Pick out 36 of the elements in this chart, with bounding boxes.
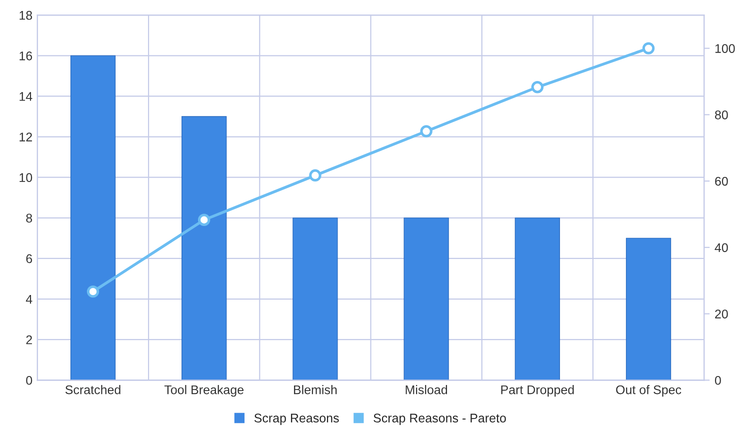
bar bbox=[182, 116, 227, 380]
y-tick-label: 8 bbox=[26, 214, 32, 223]
point bbox=[531, 81, 544, 94]
x-tick-label: Part Dropped bbox=[501, 385, 574, 397]
y-tick-label: 18 bbox=[20, 10, 32, 20]
bar bbox=[404, 218, 449, 380]
x-tick-label: Scratched bbox=[65, 385, 120, 394]
legend-label: Scrap Reasons bbox=[254, 414, 339, 425]
y2-tick-label: 20 bbox=[715, 310, 728, 318]
x-tick-label: Tool Breakage bbox=[164, 385, 244, 397]
y-tick-label: 14 bbox=[20, 92, 32, 101]
y2-tick-label: 60 bbox=[715, 176, 728, 186]
y-tick-label: 4 bbox=[26, 294, 32, 304]
bar bbox=[292, 218, 338, 380]
point bbox=[642, 42, 655, 54]
point bbox=[86, 285, 100, 298]
y2-tick-label: 80 bbox=[715, 110, 728, 120]
legend-label: Scrap Reasons - Pareto bbox=[374, 414, 506, 425]
bar bbox=[70, 55, 116, 380]
y2-tick-label: 0 bbox=[714, 376, 721, 385]
y-tick-label: 10 bbox=[20, 173, 32, 182]
x-tick-label: Out of Spec bbox=[616, 385, 682, 397]
x-tick-label: Blemish bbox=[294, 385, 337, 394]
point bbox=[309, 169, 322, 182]
y-tick-label: 0 bbox=[26, 376, 32, 385]
y-tick-label: 16 bbox=[20, 51, 32, 60]
bar bbox=[514, 218, 560, 380]
point bbox=[420, 125, 432, 138]
point bbox=[198, 214, 210, 226]
y-tick-label: 12 bbox=[20, 132, 32, 142]
y-tick-label: 2 bbox=[26, 335, 32, 344]
y2-tick-label: 40 bbox=[714, 243, 728, 252]
bar bbox=[626, 238, 672, 380]
y-tick-label: 6 bbox=[26, 254, 32, 264]
y2-tick-label: 100 bbox=[715, 44, 735, 53]
x-tick-label: Misload bbox=[406, 385, 448, 394]
